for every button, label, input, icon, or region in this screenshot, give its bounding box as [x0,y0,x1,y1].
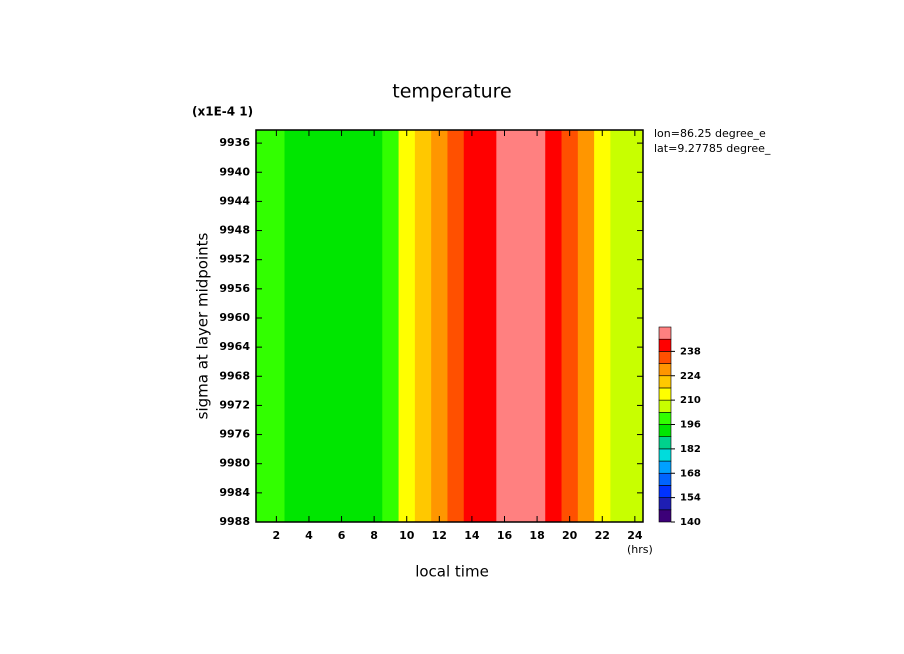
x-tick-label: 22 [595,529,610,542]
x-tick-label: 14 [464,529,480,542]
cell [528,130,546,522]
x-tick-label: 20 [562,529,578,542]
x-tick-label: 16 [497,529,513,542]
colorbar-swatch [658,436,672,450]
field [256,130,643,522]
cell [414,130,432,522]
colorbar-tick-label: 168 [680,468,701,479]
colorbar-tick-label: 196 [680,420,701,431]
x-tick-label: 8 [370,529,378,542]
y-tick-label: 9944 [219,194,250,207]
cell [300,130,318,522]
cell [431,130,448,522]
cell [512,130,530,522]
annotation: lat=9.27785 degree_ [654,142,771,155]
cell [447,130,465,522]
y-tick-label: 9960 [219,311,250,324]
colorbar-swatch [658,448,672,462]
y-tick-label: 9976 [219,428,250,441]
cell [626,130,643,522]
colorbar-swatch [658,338,672,352]
x-unit: (hrs) [627,543,653,556]
x-tick-label: 24 [627,529,643,542]
cell [349,130,367,522]
colorbar-swatch [658,485,672,498]
x-tick-label: 18 [529,529,544,542]
cell [545,130,563,522]
cell [480,130,497,522]
annotation: lon=86.25 degree_e [654,127,766,140]
colorbar-swatch [658,472,672,486]
cell [496,130,514,522]
colorbar-swatch [658,497,672,511]
y-tick-label: 9964 [219,340,250,353]
y-tick-label: 9936 [219,136,250,149]
colorbar-tick-label: 238 [680,346,701,357]
scale-note: (x1E-4 1) [192,105,253,119]
colorbar-swatch [658,387,672,401]
cell [382,130,400,522]
y-tick-label: 9948 [219,224,250,237]
cell [561,130,579,522]
colorbar-tick-label: 182 [680,444,701,455]
cell [333,130,351,522]
colorbar-swatch [658,424,672,437]
cell [256,130,269,522]
cell [463,130,481,522]
cell [594,130,611,522]
colorbar-swatch [658,375,672,389]
colorbar-swatch [658,326,672,340]
chart-title: temperature [392,81,511,103]
colorbar-tick-label: 140 [680,517,701,528]
cell [365,130,383,522]
y-tick-label: 9980 [219,457,250,470]
y-tick-label: 9968 [219,369,250,382]
colorbar-tick-label: 210 [680,395,701,406]
colorbar: 140 154 168 182 196 210 224 238 [658,326,701,528]
cell [268,130,286,522]
cell [398,130,416,522]
x-tick-label: 12 [432,529,447,542]
y-tick-label: 9984 [219,486,250,499]
y-axis-label: sigma at layer midpoints [194,232,212,419]
y-tick-label: 9940 [219,165,250,178]
x-tick-label: 10 [399,529,415,542]
x-tick-label: 2 [273,529,281,542]
y-tick-label: 9956 [219,282,250,295]
colorbar-swatch [658,460,672,474]
y-tick-label: 9972 [219,398,250,411]
y-tick-label: 9988 [219,515,250,528]
plot-frame [255,129,644,523]
cell [317,130,334,522]
cell [610,130,628,522]
colorbar-swatch [658,399,672,413]
colorbar-swatch [658,363,672,377]
colorbar-swatch [658,412,672,425]
x-axis-label: local time [415,563,489,581]
cell [284,130,302,522]
colorbar-swatch [658,509,672,523]
colorbar-swatch [658,351,672,364]
x-tick-label: 6 [338,529,346,542]
x-tick-label: 4 [305,529,313,542]
y-tick-label: 9952 [219,253,250,266]
colorbar-tick-label: 224 [680,371,701,382]
colorbar-tick-label: 154 [680,493,701,504]
cell [577,130,595,522]
